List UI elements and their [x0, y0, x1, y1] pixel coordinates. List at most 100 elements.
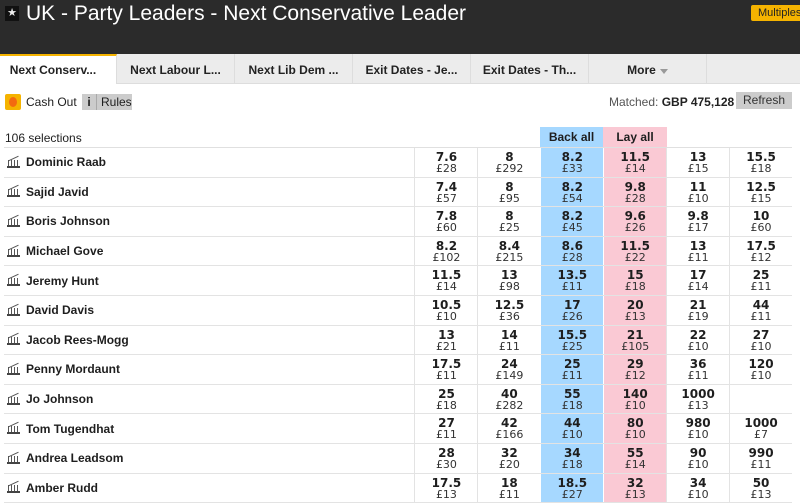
lay-price-cell[interactable]: 32 £13: [603, 473, 667, 503]
back-price-cell[interactable]: 8.2 £45: [540, 207, 604, 236]
back-price-cell[interactable]: 13 £21: [414, 325, 477, 355]
lay-price-cell[interactable]: 21 £105: [603, 325, 667, 355]
back-price-cell[interactable]: 17.5 £11: [414, 355, 477, 384]
runner-name[interactable]: Dominic Raab: [4, 148, 414, 177]
chart-icon[interactable]: [7, 482, 20, 494]
back-price-cell[interactable]: 7.6 £28: [414, 148, 477, 177]
back-price-cell[interactable]: 8.2 £102: [414, 236, 477, 266]
chart-icon[interactable]: [7, 334, 20, 346]
lay-price-cell[interactable]: 25 £11: [729, 266, 792, 295]
back-price-cell[interactable]: 8.2 £33: [540, 148, 604, 177]
lay-price-cell[interactable]: 44 £11: [729, 295, 792, 325]
back-all-button[interactable]: Back all: [540, 127, 603, 148]
lay-price-cell[interactable]: 12.5 £15: [729, 177, 792, 207]
chart-icon[interactable]: [7, 423, 20, 435]
back-price-cell[interactable]: 17 £26: [540, 295, 604, 325]
lay-price-cell[interactable]: 17.5 £12: [729, 236, 792, 266]
back-price-cell[interactable]: 24 £149: [477, 355, 540, 384]
tab-next-labour[interactable]: Next Labour L...: [117, 54, 235, 84]
lay-price-cell[interactable]: 55 £14: [603, 443, 667, 473]
back-price-cell[interactable]: 55 £18: [540, 384, 604, 414]
lay-price-cell[interactable]: 13 £11: [666, 236, 729, 266]
back-price-cell[interactable]: 8 £95: [477, 177, 540, 207]
chart-icon[interactable]: [7, 394, 20, 405]
back-price-cell[interactable]: 14 £11: [477, 325, 540, 355]
multiples-button[interactable]: Multiples: [751, 5, 800, 21]
lay-price-cell[interactable]: 34 £10: [666, 473, 729, 503]
runner-name[interactable]: Sajid Javid: [4, 178, 414, 207]
runner-name[interactable]: Jeremy Hunt: [4, 266, 414, 295]
lay-price-cell[interactable]: 140 £10: [603, 384, 667, 414]
back-price-cell[interactable]: 40 £282: [477, 384, 540, 414]
chart-icon[interactable]: [7, 186, 20, 198]
back-price-cell[interactable]: 11.5 £14: [414, 266, 477, 295]
lay-price-cell[interactable]: 9.8 £17: [666, 207, 729, 236]
lay-price-cell[interactable]: 990 £11: [729, 443, 792, 473]
star-icon[interactable]: ★: [5, 6, 19, 21]
back-price-cell[interactable]: 8.4 £215: [477, 236, 540, 266]
runner-name[interactable]: Jacob Rees-Mogg: [4, 326, 414, 355]
cash-out-label[interactable]: Cash Out: [26, 95, 77, 109]
back-price-cell[interactable]: 15.5 £25: [540, 325, 604, 355]
lay-price-cell[interactable]: 36 £11: [666, 355, 729, 384]
lay-price-cell[interactable]: 9.8 £28: [603, 177, 667, 207]
back-price-cell[interactable]: 42 £166: [477, 414, 540, 443]
cash-out-icon[interactable]: [5, 94, 21, 110]
runner-name[interactable]: David Davis: [4, 296, 414, 325]
lay-price-cell[interactable]: 20 £13: [603, 295, 667, 325]
lay-price-cell[interactable]: 50 £13: [729, 473, 792, 503]
tab-exit-dates-th[interactable]: Exit Dates - Th...: [471, 54, 589, 84]
back-price-cell[interactable]: 44 £10: [540, 414, 604, 443]
tab-more[interactable]: More: [589, 54, 707, 84]
runner-name[interactable]: Tom Tugendhat: [4, 414, 414, 443]
chart-icon[interactable]: [7, 453, 20, 464]
back-price-cell[interactable]: 12.5 £36: [477, 295, 540, 325]
runner-name[interactable]: Michael Gove: [4, 237, 414, 266]
back-price-cell[interactable]: 8 £25: [477, 207, 540, 236]
rules-button[interactable]: i Rules: [82, 94, 132, 110]
lay-price-cell[interactable]: 11 £10: [666, 177, 729, 207]
lay-price-cell[interactable]: 29 £12: [603, 355, 667, 384]
runner-name[interactable]: Penny Mordaunt: [4, 355, 414, 384]
lay-price-cell[interactable]: 1000 £13: [666, 384, 729, 414]
back-price-cell[interactable]: 25 £11: [540, 355, 604, 384]
refresh-button[interactable]: Refresh: [736, 92, 792, 109]
runner-name[interactable]: Jo Johnson: [4, 385, 414, 414]
lay-price-cell[interactable]: 27 £10: [729, 325, 792, 355]
back-price-cell[interactable]: 8.6 £28: [540, 236, 604, 266]
back-price-cell[interactable]: 13.5 £11: [540, 266, 604, 295]
back-price-cell[interactable]: 18 £11: [477, 473, 540, 503]
lay-price-cell[interactable]: 980 £10: [666, 414, 729, 443]
back-price-cell[interactable]: 17.5 £13: [414, 473, 477, 503]
back-price-cell[interactable]: 8.2 £54: [540, 177, 604, 207]
runner-name[interactable]: Andrea Leadsom: [4, 444, 414, 473]
back-price-cell[interactable]: 10.5 £10: [414, 295, 477, 325]
lay-price-cell[interactable]: 17 £14: [666, 266, 729, 295]
back-price-cell[interactable]: 13 £98: [477, 266, 540, 295]
chart-icon[interactable]: [7, 157, 20, 168]
lay-price-cell[interactable]: 15 £18: [603, 266, 667, 295]
back-price-cell[interactable]: 18.5 £27: [540, 473, 604, 503]
lay-price-cell[interactable]: 11.5 £22: [603, 236, 667, 266]
lay-price-cell[interactable]: 1000 £7: [729, 414, 792, 443]
back-price-cell[interactable]: 28 £30: [414, 443, 477, 473]
lay-price-cell[interactable]: 11.5 £14: [603, 148, 667, 177]
lay-price-cell[interactable]: 15.5 £18: [729, 148, 792, 177]
runner-name[interactable]: Amber Rudd: [4, 474, 414, 503]
lay-price-cell[interactable]: 120 £10: [729, 355, 792, 384]
back-price-cell[interactable]: 25 £18: [414, 384, 477, 414]
lay-price-cell[interactable]: 10 £60: [729, 207, 792, 236]
tab-next-lib-dem[interactable]: Next Lib Dem ...: [235, 54, 353, 84]
lay-price-cell[interactable]: 13 £15: [666, 148, 729, 177]
back-price-cell[interactable]: 32 £20: [477, 443, 540, 473]
tab-exit-dates-je[interactable]: Exit Dates - Je...: [353, 54, 471, 84]
lay-price-cell[interactable]: 21 £19: [666, 295, 729, 325]
lay-price-cell[interactable]: 9.6 £26: [603, 207, 667, 236]
tab-next-conservative[interactable]: Next Conserv...: [0, 54, 117, 84]
runner-name[interactable]: Boris Johnson: [4, 207, 414, 236]
lay-price-cell[interactable]: 80 £10: [603, 414, 667, 443]
back-price-cell[interactable]: 8 £292: [477, 148, 540, 177]
chart-icon[interactable]: [7, 305, 20, 316]
lay-all-button[interactable]: Lay all: [603, 127, 667, 148]
chart-icon[interactable]: [7, 364, 20, 375]
